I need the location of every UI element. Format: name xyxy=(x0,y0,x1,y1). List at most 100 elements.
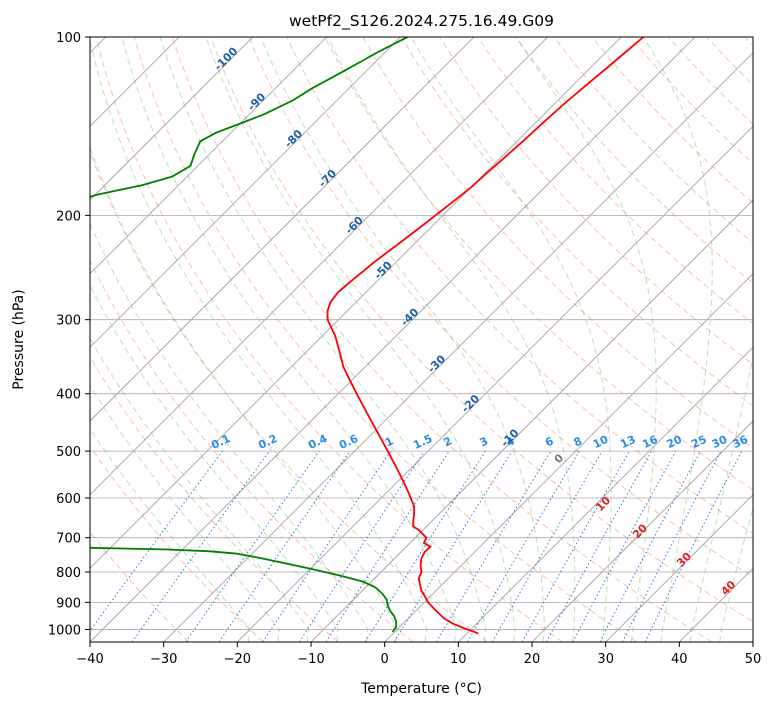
dry-adiabat xyxy=(133,37,638,642)
mixing-ratio-line xyxy=(90,450,223,632)
dry-adiabat xyxy=(90,150,488,642)
moist-adiabat xyxy=(121,37,457,642)
dewpoint-profile-line xyxy=(90,37,409,633)
moist-adiabat-label: 10 xyxy=(593,494,613,514)
mixing-ratio-line xyxy=(185,450,320,642)
mixing-ratio-label: 30 xyxy=(710,433,730,451)
moist-adiabat xyxy=(327,37,576,642)
mixing-ratio-line xyxy=(599,450,701,642)
dry-adiabat xyxy=(90,356,339,642)
x-tick-label: −20 xyxy=(224,652,251,667)
isotherm-line xyxy=(384,273,753,642)
isotherm-line xyxy=(310,199,753,642)
isotherm-line xyxy=(90,37,401,348)
y-tick-label: 400 xyxy=(56,388,81,403)
mixing-ratio-line xyxy=(131,450,270,642)
chart-title: wetPf2_S126.2024.275.16.49.G09 xyxy=(289,12,554,31)
mixing-ratio-line xyxy=(545,450,653,642)
mixing-ratio-label: 16 xyxy=(640,433,660,451)
mixing-ratio-line xyxy=(521,450,630,642)
mixing-ratio-label: 0.2 xyxy=(256,432,279,452)
isotherm-label: -20 xyxy=(459,392,482,415)
y-tick-label: 700 xyxy=(56,532,81,547)
moist-adiabat xyxy=(90,384,280,642)
mixing-ratio-label: 3 xyxy=(478,434,490,449)
mixing-ratio-line xyxy=(364,450,486,642)
isotherm-label: -70 xyxy=(316,167,339,190)
axes: −40 −30 −20 −10 0 10 20 30 40 50 1000 900 800 700 600 5… xyxy=(48,31,761,667)
x-tick-label: 20 xyxy=(524,652,541,667)
moist-adiabat xyxy=(90,284,339,642)
isotherm-line xyxy=(90,37,548,496)
moist-adiabat xyxy=(90,337,310,642)
isotherm-label: -30 xyxy=(425,352,448,375)
mixing-ratio-label: 6 xyxy=(543,434,556,449)
mixing-ratio-label: 0.1 xyxy=(209,432,232,452)
mixing-ratio-line xyxy=(435,450,552,642)
moist-adiabat xyxy=(205,37,516,642)
moist-adiabat-label: 40 xyxy=(718,578,738,598)
background-lines xyxy=(90,37,753,642)
dry-adiabat xyxy=(210,37,753,623)
moist-adiabat-label: 30 xyxy=(674,549,694,569)
isotherm-line xyxy=(90,37,254,201)
isotherm-line xyxy=(237,125,753,642)
x-tick-label: −40 xyxy=(76,652,103,667)
mixing-ratio-line xyxy=(393,450,513,642)
y-tick-label: 900 xyxy=(56,596,81,611)
mixing-ratio-label: 25 xyxy=(689,433,708,451)
moist-adiabat xyxy=(90,222,369,642)
dry-adiabat xyxy=(744,37,753,47)
isotherm-line xyxy=(531,420,753,642)
isotherm-line xyxy=(752,641,753,642)
dry-adiabat xyxy=(477,37,753,325)
y-tick-label: 1000 xyxy=(48,623,81,638)
dry-adiabat xyxy=(90,531,190,642)
x-tick-label: −30 xyxy=(150,652,177,667)
dry-adiabat xyxy=(515,37,753,284)
moist-adiabat xyxy=(90,428,251,642)
x-tick-label: 30 xyxy=(597,652,614,667)
moist-adiabat xyxy=(719,505,753,642)
dry-adiabat xyxy=(95,37,563,642)
isotherm-line xyxy=(90,37,622,569)
dry-adiabat xyxy=(706,37,753,86)
x-tick-label: 0 xyxy=(381,652,389,667)
dry-adiabat xyxy=(248,37,753,578)
mixing-ratio-label: 8 xyxy=(572,434,584,449)
mixing-ratio-label: 36 xyxy=(731,433,751,451)
moist-adiabat xyxy=(643,37,713,642)
isotherm-label: -10 xyxy=(498,426,521,449)
moist-adiabat xyxy=(515,37,657,642)
isotherm-label: -80 xyxy=(282,127,305,150)
y-tick-label: 600 xyxy=(56,492,81,507)
moist-adiabat xyxy=(410,37,612,642)
y-tick-label: 100 xyxy=(56,31,81,46)
x-tick-label: −10 xyxy=(297,652,324,667)
moist-adiabat xyxy=(90,39,428,642)
dry-adiabat xyxy=(324,37,753,491)
mixing-ratio-line xyxy=(218,450,351,642)
isotherm-line xyxy=(458,346,753,642)
mixing-ratio-label: 0.4 xyxy=(306,432,329,452)
isotherm-line xyxy=(90,37,475,422)
isotherm-line xyxy=(90,37,696,642)
temperature-profile-line xyxy=(326,37,644,635)
mixing-ratio-label: 13 xyxy=(618,433,637,451)
y-axis-label: Pressure (hPa) xyxy=(11,289,27,389)
dry-adiabat xyxy=(286,37,753,534)
mixing-ratio-label: 10 xyxy=(591,433,611,451)
y-tick-label: 800 xyxy=(56,566,81,581)
mixing-ratio-line xyxy=(298,450,425,642)
mixing-ratio-label: 20 xyxy=(665,433,685,451)
moist-adiabat xyxy=(90,145,398,642)
dry-adiabat xyxy=(171,37,712,642)
x-tick-label: 10 xyxy=(450,652,467,667)
moist-adiabat xyxy=(689,354,753,642)
mixing-ratio-line xyxy=(572,450,677,642)
profiles xyxy=(90,37,644,635)
moist-adiabat-label: 20 xyxy=(630,521,650,541)
isotherm-label: -40 xyxy=(398,305,421,328)
x-tick-label: 50 xyxy=(745,652,762,667)
